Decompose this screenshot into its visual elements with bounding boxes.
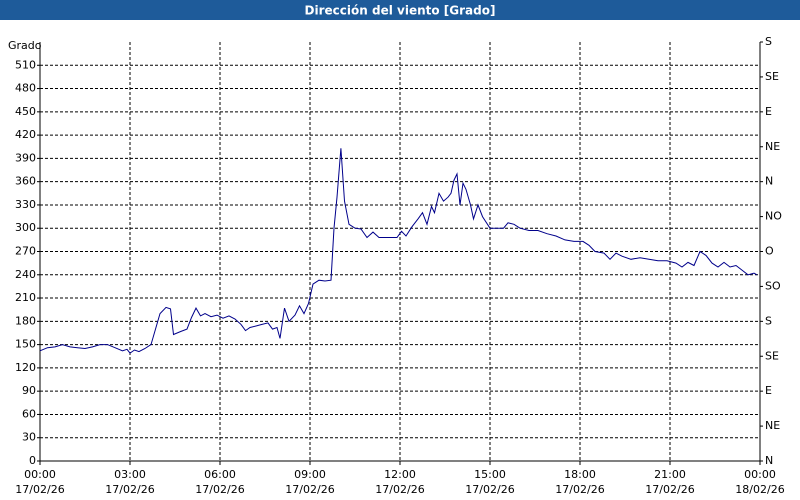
x-tick-label: 21:00 17/02/26 bbox=[645, 468, 694, 496]
y2-tick-label: O bbox=[765, 245, 774, 258]
x-tick-label: 09:00 17/02/26 bbox=[285, 468, 334, 496]
y-tick-label: 120 bbox=[15, 361, 36, 374]
y2-tick-label: S bbox=[765, 35, 772, 48]
title-bar bbox=[0, 0, 800, 20]
y2-tick-label: SE bbox=[765, 70, 779, 83]
y-tick-label: 510 bbox=[15, 58, 36, 71]
x-tick-label: 03:00 17/02/26 bbox=[105, 468, 154, 496]
y2-tick-label: SO bbox=[765, 279, 781, 292]
y-tick-label: 450 bbox=[15, 105, 36, 118]
y2-tick-label: E bbox=[765, 384, 772, 397]
x-tick-label: 00:00 18/02/26 bbox=[735, 468, 784, 496]
x-tick-label: 18:00 17/02/26 bbox=[555, 468, 604, 496]
y2-tick-label: N bbox=[765, 454, 773, 467]
y-tick-label: 390 bbox=[15, 151, 36, 164]
y2-tick-label: NE bbox=[765, 140, 780, 153]
y2-tick-label: E bbox=[765, 105, 772, 118]
y-tick-label: 0 bbox=[29, 454, 36, 467]
x-tick-label: 06:00 17/02/26 bbox=[195, 468, 244, 496]
y-tick-label: 300 bbox=[15, 221, 36, 234]
y-tick-label: 60 bbox=[22, 407, 36, 420]
y-tick-label: 180 bbox=[15, 314, 36, 327]
chart-title: Dirección del viento [Grado] bbox=[305, 4, 496, 18]
x-tick-label: 12:00 17/02/26 bbox=[375, 468, 424, 496]
y2-tick-label: SE bbox=[765, 349, 779, 362]
y-tick-label: 90 bbox=[22, 384, 36, 397]
y-tick-label: 480 bbox=[15, 82, 36, 95]
x-tick-label: 15:00 17/02/26 bbox=[465, 468, 514, 496]
y-tick-label: 240 bbox=[15, 268, 36, 281]
y-axis-label: Grado bbox=[8, 39, 42, 52]
y-tick-label: 420 bbox=[15, 128, 36, 141]
y2-tick-label: NO bbox=[765, 210, 782, 223]
y-tick-label: 270 bbox=[15, 245, 36, 258]
y-tick-label: 360 bbox=[15, 175, 36, 188]
x-tick-label: 00:00 17/02/26 bbox=[15, 468, 64, 496]
y-tick-label: 210 bbox=[15, 291, 36, 304]
y-tick-label: 330 bbox=[15, 198, 36, 211]
data-line bbox=[39, 148, 758, 354]
y-tick-label: 30 bbox=[22, 431, 36, 444]
y2-tick-label: NE bbox=[765, 419, 780, 432]
y-tick-label: 150 bbox=[15, 338, 36, 351]
y2-tick-label: S bbox=[765, 314, 772, 327]
y2-tick-label: N bbox=[765, 175, 773, 188]
